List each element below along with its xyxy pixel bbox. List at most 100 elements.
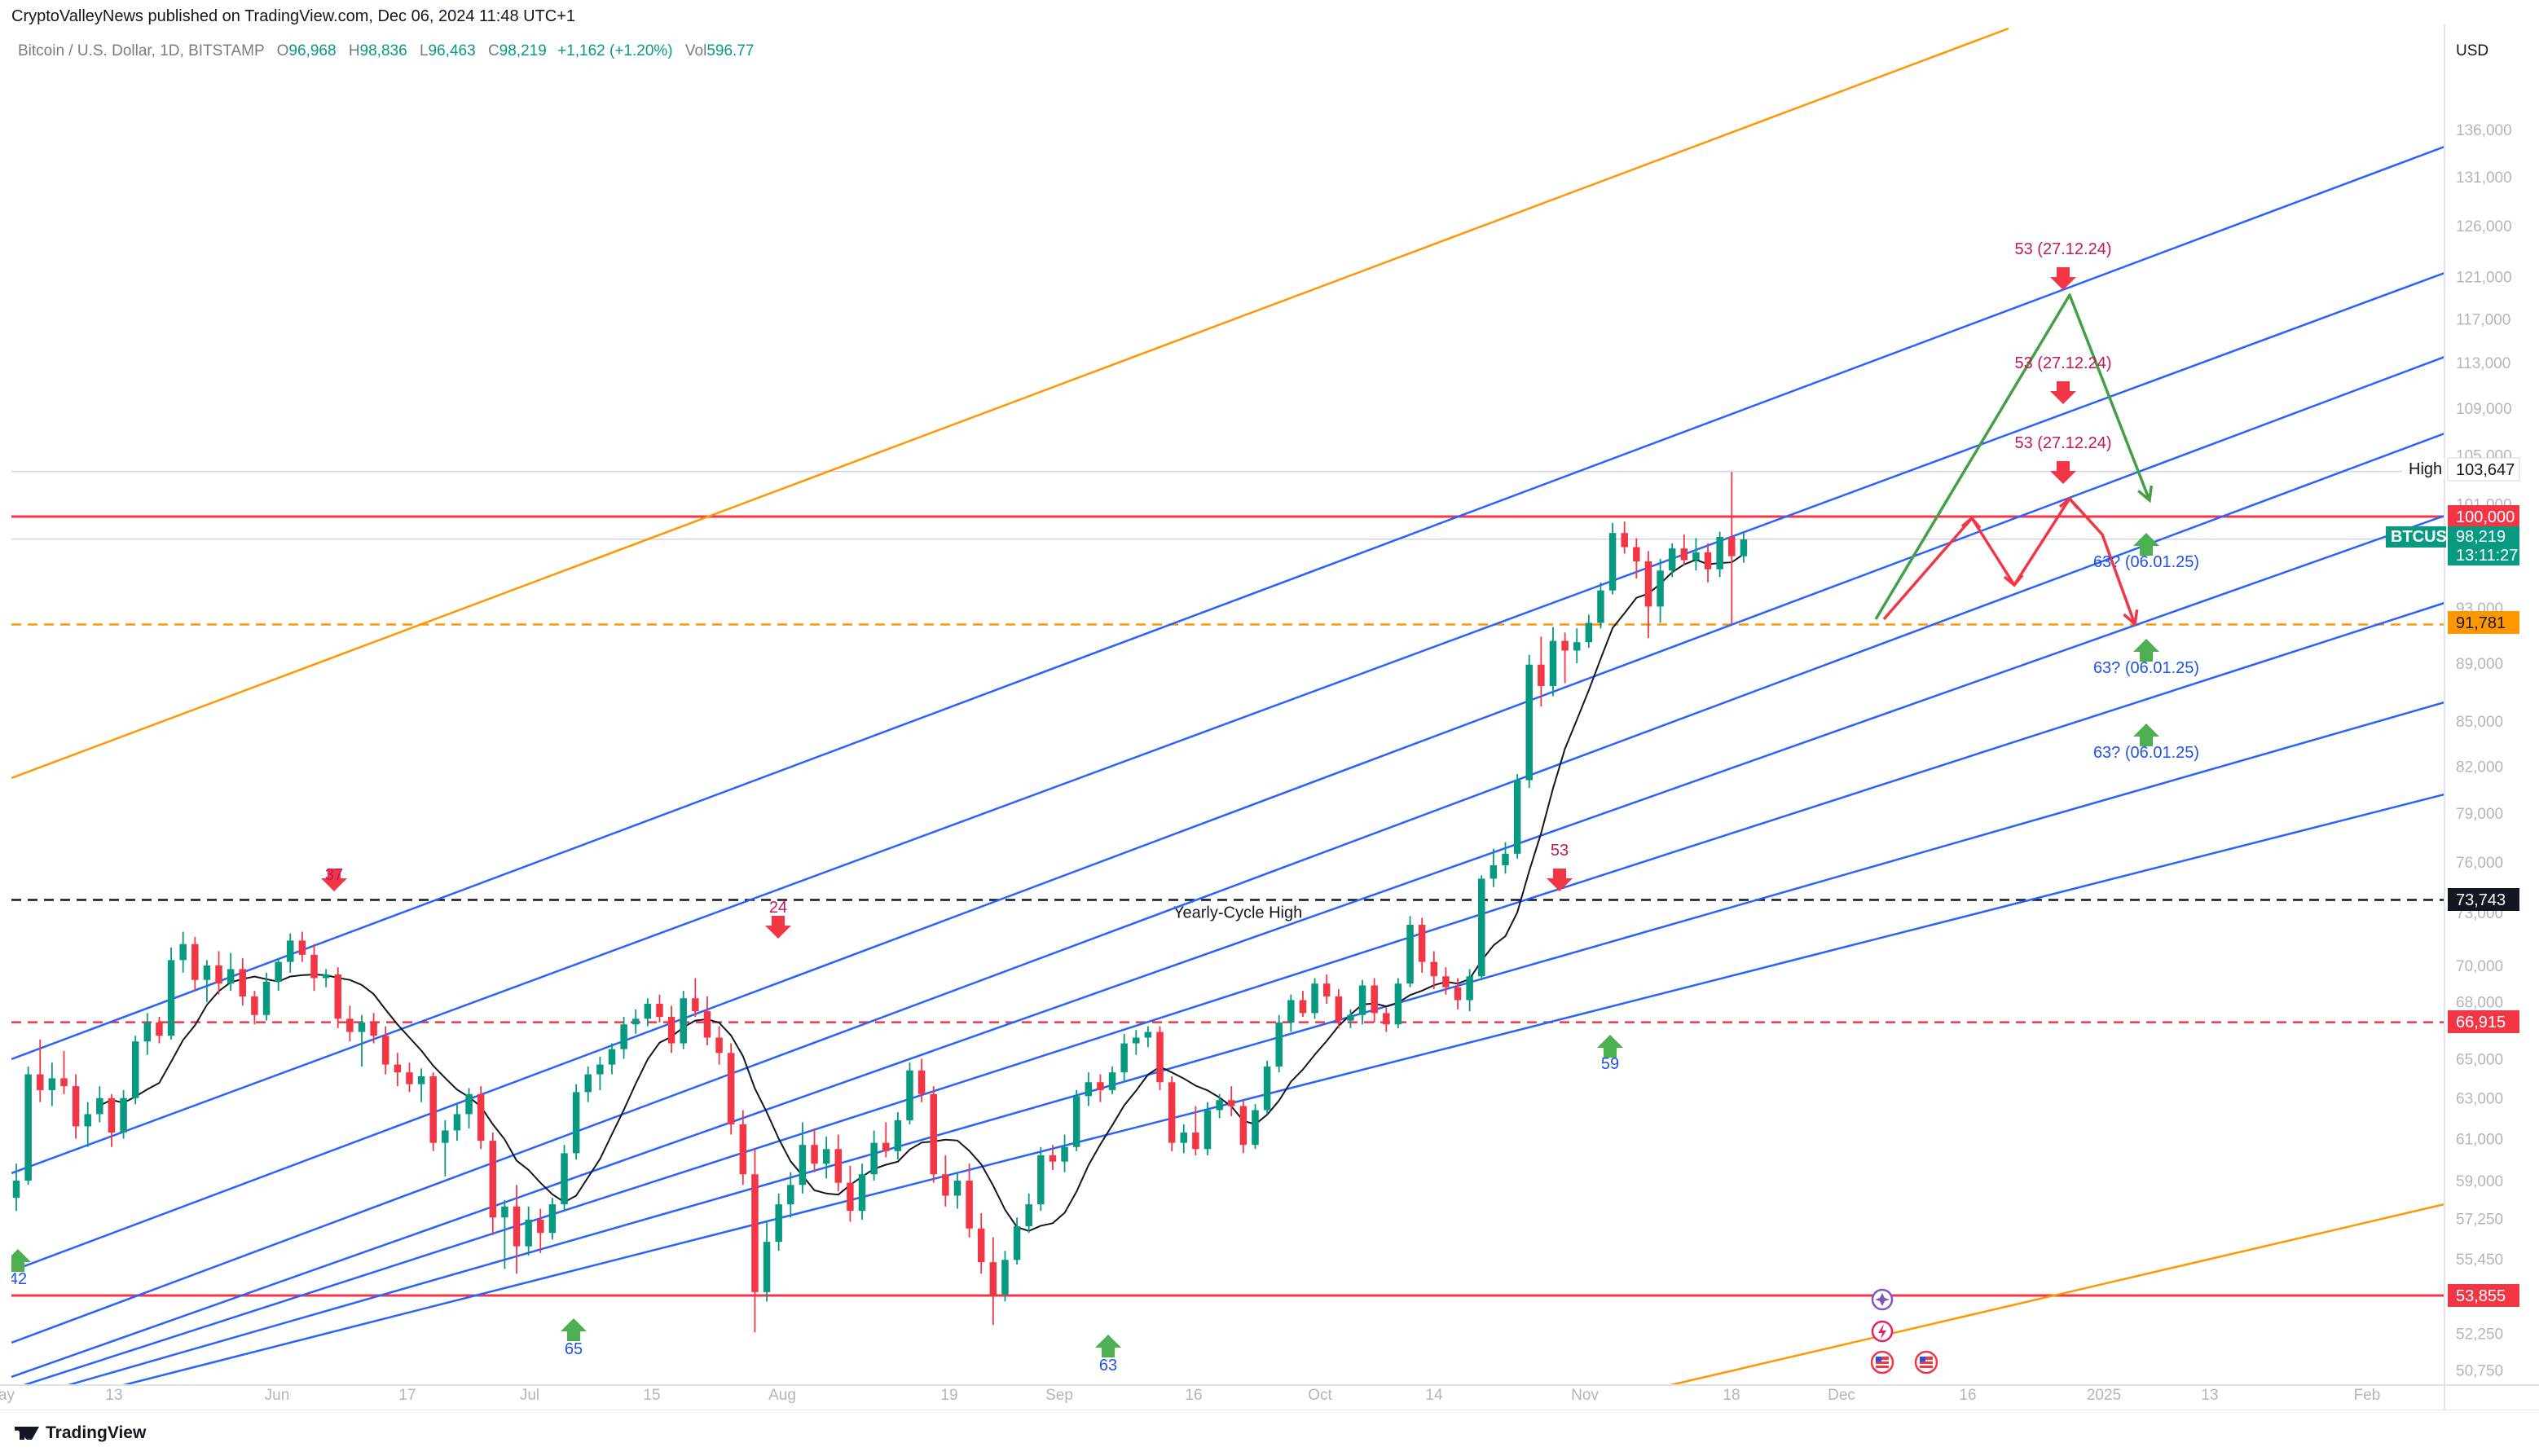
candle-body [692, 998, 699, 1012]
candle [1133, 1030, 1140, 1055]
cycle-marker-label: 63 [1099, 1357, 1117, 1375]
candle-body [1061, 1146, 1068, 1162]
up-arrow-icon [1597, 1035, 1623, 1058]
candle [739, 1110, 747, 1185]
projection-marker: 53 (27.12.24) [2015, 240, 2111, 290]
candle [1108, 1066, 1116, 1094]
candle-body [1728, 536, 1736, 556]
event-icon [1871, 1320, 1894, 1343]
candle [24, 1066, 32, 1185]
candle [1442, 967, 1450, 995]
candle [287, 933, 294, 973]
cycle-marker: 63 [1095, 1335, 1121, 1375]
cycle-marker: 37 [321, 866, 347, 891]
cycle-marker: 59 [1597, 1035, 1623, 1073]
candle-body [346, 1018, 354, 1032]
candle-body [1049, 1155, 1057, 1162]
x-tick-label: 17 [398, 1387, 416, 1404]
currency-selector[interactable]: USD [2456, 42, 2489, 59]
candle-body [1120, 1043, 1128, 1073]
candle-body [572, 1092, 580, 1154]
candle [167, 948, 175, 1040]
event-icon [1914, 1350, 1938, 1375]
candle [1227, 1086, 1235, 1116]
price-badge: 100,000 [2448, 505, 2519, 528]
candle-body [834, 1149, 843, 1183]
candle-body [953, 1181, 961, 1196]
blue-channel-line [20, 601, 2444, 1385]
candle-body [1371, 985, 1378, 1014]
candle [930, 1086, 937, 1183]
candle-body [811, 1145, 818, 1164]
candle-body [1454, 987, 1462, 1001]
candle-body [1358, 985, 1366, 1015]
candle [1692, 538, 1700, 571]
top-bar: CryptoValleyNews published on TradingVie… [0, 0, 2539, 36]
cycle-marker-label: 53 [1551, 842, 1569, 860]
candle [751, 1149, 759, 1333]
candle [489, 1132, 497, 1235]
candle-body [84, 1114, 91, 1127]
candle [417, 1068, 425, 1102]
candle-body [96, 1097, 103, 1115]
candle-body [1144, 1032, 1152, 1038]
candle-body [1013, 1226, 1021, 1260]
candle [1549, 627, 1557, 697]
candle-body [847, 1182, 854, 1212]
candle [322, 969, 330, 988]
candle-body [1156, 1032, 1164, 1083]
lightning-icon [1878, 1324, 1886, 1339]
candle-body [942, 1174, 949, 1196]
projection-marker: 63? (06.01.25) [2093, 724, 2199, 762]
candle-body [1216, 1100, 1223, 1111]
candle [1287, 994, 1295, 1032]
blue-channel-line [11, 514, 2444, 1379]
candle [1728, 472, 1736, 625]
open-label: O [276, 42, 289, 59]
candle [1466, 969, 1473, 1012]
candle [1680, 534, 1688, 565]
y-axis: 136,000 131,000 126,000 121,000 117,000 113,0… [2444, 24, 2512, 1410]
tradingview-logo[interactable]: TradingView [15, 1423, 146, 1443]
projection-marker: 63? (06.01.25) [2093, 639, 2199, 677]
y-tick-label: 57,250 [2456, 1212, 2503, 1229]
candle [442, 1119, 449, 1177]
y-tick-label: 136,000 [2456, 122, 2512, 139]
candle-body [751, 1174, 759, 1292]
price-badge-bg [2448, 888, 2519, 911]
candle [727, 1043, 735, 1135]
candle-body [465, 1093, 473, 1115]
candle-body [656, 1004, 663, 1018]
candle [334, 967, 341, 1028]
up-arrow-icon [561, 1318, 587, 1341]
candle [406, 1062, 413, 1093]
blue-channel-line [11, 145, 2444, 1061]
candle [36, 1039, 44, 1102]
candle-body [1561, 640, 1569, 651]
candle [1502, 842, 1509, 874]
candle-body [298, 940, 306, 955]
candle-body [36, 1074, 44, 1090]
x-tick-label: 16 [1185, 1387, 1202, 1404]
candle [465, 1088, 473, 1128]
x-tick-label: Sep [1045, 1387, 1073, 1404]
sparkle-icon [1875, 1293, 1890, 1306]
price-badge-bg [2448, 611, 2519, 634]
projection-arrowhead [2003, 574, 2024, 587]
price-badge-value: 100,000 [2456, 508, 2515, 526]
candle [1704, 543, 1712, 583]
candle [1013, 1217, 1021, 1265]
candle [548, 1198, 557, 1240]
event-icon [1871, 1288, 1894, 1311]
candle [358, 1014, 366, 1067]
candle [847, 1165, 854, 1222]
x-tick-label: 16 [1959, 1387, 1976, 1404]
us-flag-canton [1920, 1357, 1925, 1361]
candle-body [453, 1114, 461, 1131]
candle [1478, 875, 1485, 980]
candle [1168, 1076, 1176, 1151]
candle [1538, 636, 1545, 706]
y-tick-label: 79,000 [2456, 806, 2503, 823]
